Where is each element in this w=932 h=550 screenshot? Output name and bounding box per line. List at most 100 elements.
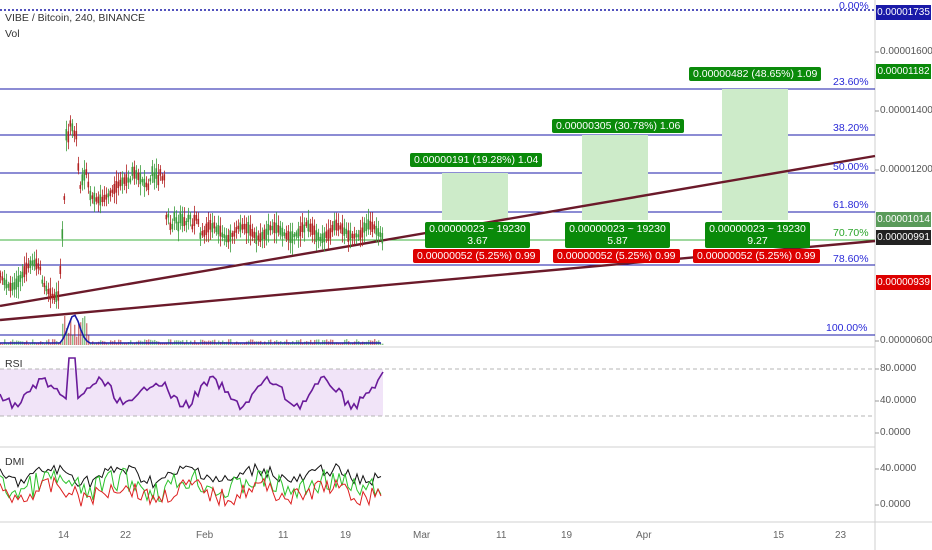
candle-body [153,172,156,183]
candle-body [247,221,250,234]
candle-body [87,181,90,188]
candle-body [65,129,68,141]
candle-body [151,166,154,177]
candle-body [0,272,2,278]
candle-body [141,179,144,183]
candle-body [83,169,86,181]
volume-bar [84,316,86,345]
time-label-apr-15: 15 [773,530,785,541]
dmi-minus-line [0,475,382,508]
volume-bar [2,343,4,345]
candle-body [287,230,290,240]
candle-body [105,194,108,200]
candle-body [325,231,328,238]
candle-body [331,224,334,233]
candle-body [51,293,54,299]
position-3-profit-zone[interactable] [722,89,788,220]
position-1-entry-range: 0.00000023 ~ 19230 [429,223,526,235]
candle-body [75,131,78,140]
candle-body [269,225,272,231]
position-3-entry-label[interactable]: 0.00000023 ~ 19230 9.27 [705,222,810,248]
volume-bar [76,336,78,345]
candle-body [177,221,180,232]
candle-body [319,236,322,242]
dmi-tick-0: 0.0000 [880,499,911,510]
candle-body [155,168,158,179]
candle-body [109,190,112,197]
candle-body [23,266,26,278]
position-2-entry-ratio: 5.87 [607,235,628,247]
time-label-mar-19: 19 [561,530,573,541]
time-label-apr: Apr [636,530,652,541]
candle-body [3,277,6,286]
volume-bar [52,339,54,345]
fib-label-100: 100.00% [826,322,868,334]
candle-body [63,196,66,200]
candle-body [367,219,370,230]
candle-body [45,285,48,292]
candle-body [53,293,56,300]
volume-bar [320,342,322,345]
candle-body [121,177,124,186]
candle-body [117,181,120,189]
candle-body [245,223,248,234]
volume-bar [64,315,66,345]
volume-bar [352,343,354,345]
candle-body [299,225,302,237]
position-3-entry-ratio: 9.27 [747,235,768,247]
position-2-target-label[interactable]: 0.00000305 (30.78%) 1.06 [552,119,685,133]
candle-body [127,177,130,183]
candle-body [165,214,168,220]
position-2-entry-range: 0.00000023 ~ 19230 [569,223,666,235]
price-tick-1200: 0.00001200 [880,164,932,175]
volume-bar [66,327,68,345]
price-marker-last: 0.00001014 [876,212,931,227]
candlestick-series[interactable] [0,115,384,309]
candle-body [183,217,186,227]
position-1-stop-label[interactable]: 0.00000052 (5.25%) 0.99 [413,249,540,263]
volume-bar [80,322,82,345]
volume-bar [196,343,198,345]
candle-body [323,232,326,243]
candle-body [163,174,166,181]
candle-body [59,265,62,275]
candle-body [31,260,34,266]
volume-bar [340,343,342,345]
candle-body [257,235,260,240]
position-2-stop-label[interactable]: 0.00000052 (5.25%) 0.99 [553,249,680,263]
volume-bar [262,343,264,345]
candle-body [265,228,268,240]
position-1-target-label[interactable]: 0.00000191 (19.28%) 1.04 [410,153,543,167]
candle-body [303,224,306,233]
candle-body [1,276,4,281]
candle-body [209,220,212,230]
candle-body [13,282,16,290]
position-2-entry-label[interactable]: 0.00000023 ~ 19230 5.87 [565,222,670,248]
candle-body [139,172,142,185]
volume-bar [198,342,200,345]
position-3-stop-label[interactable]: 0.00000052 (5.25%) 0.99 [693,249,820,263]
candle-body [249,224,252,236]
candle-body [349,230,352,241]
volume-bar [88,335,90,345]
candle-body [203,229,206,237]
rsi-tick-40: 40.0000 [880,395,917,406]
position-1-entry-label[interactable]: 0.00000023 ~ 19230 3.67 [425,222,530,248]
position-2-profit-zone[interactable] [582,135,648,220]
candle-body [81,174,84,186]
candle-body [147,183,150,190]
candle-body [307,220,310,232]
candle-body [281,227,284,237]
candle-body [181,214,184,226]
candle-body [293,233,296,238]
dmi-title: DMI [5,456,25,468]
position-3-target-label[interactable]: 0.00000482 (48.65%) 1.09 [689,67,822,81]
candle-body [279,225,282,235]
position-1-profit-zone[interactable] [442,173,508,220]
volume-bar [382,343,384,345]
candle-body [57,291,60,301]
volume-bar [36,343,38,345]
candle-body [359,230,362,240]
candle-body [79,185,82,189]
